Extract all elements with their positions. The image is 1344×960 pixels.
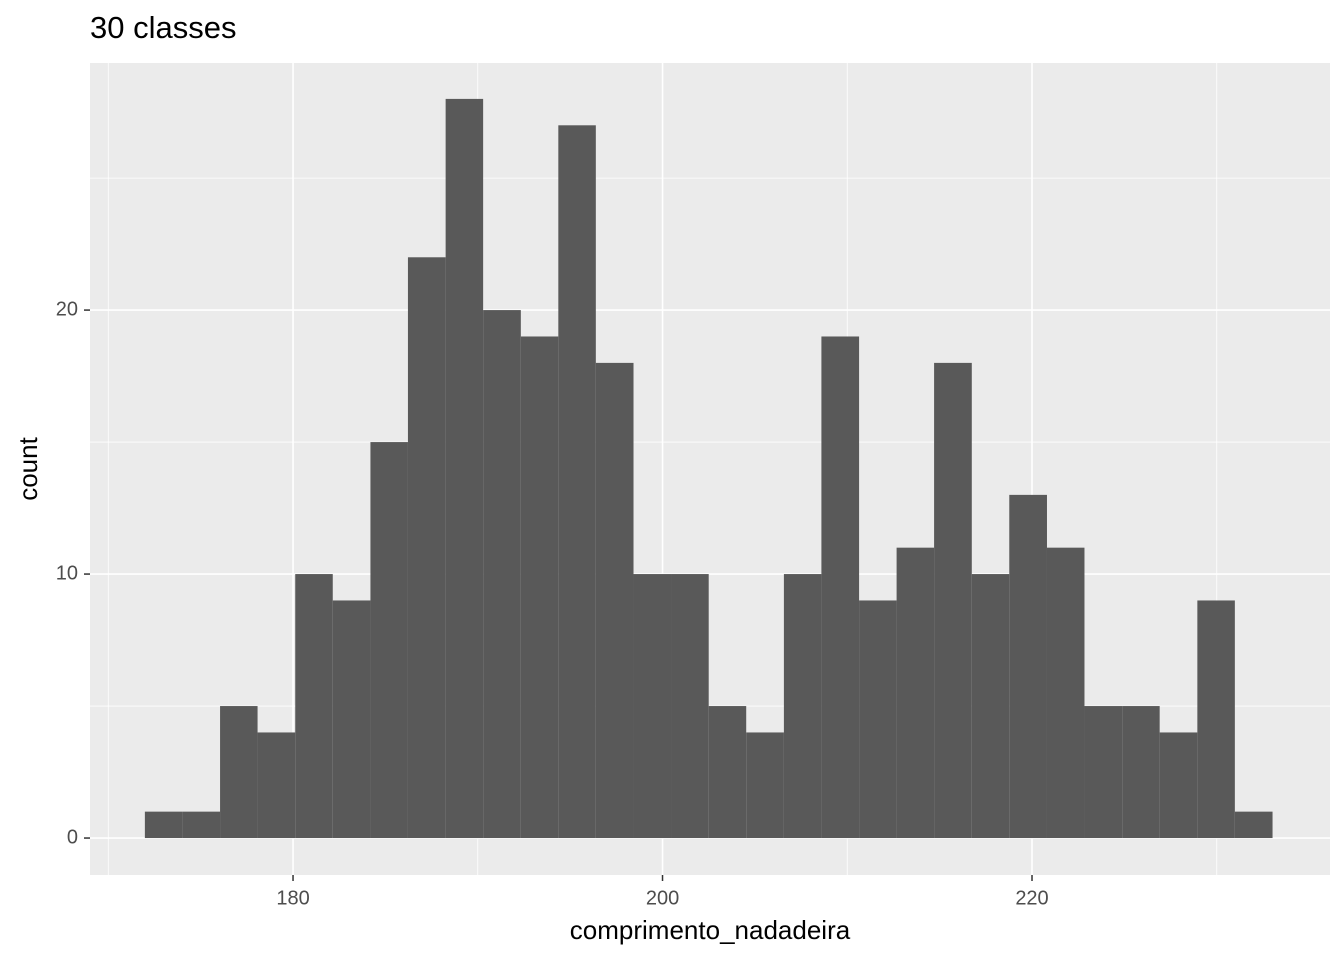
bar bbox=[483, 310, 521, 839]
bar bbox=[182, 811, 221, 839]
bar bbox=[1122, 706, 1160, 839]
bar bbox=[934, 362, 972, 839]
bar bbox=[220, 706, 258, 839]
bar bbox=[821, 336, 860, 839]
bar bbox=[1009, 494, 1047, 839]
bar bbox=[558, 125, 596, 839]
x-axis-title: comprimento_nadadeira bbox=[570, 915, 851, 945]
bar bbox=[896, 547, 935, 839]
bar bbox=[633, 574, 672, 839]
bar bbox=[445, 98, 484, 839]
bar bbox=[295, 574, 333, 839]
x-tick-label: 220 bbox=[1015, 887, 1048, 909]
bar bbox=[859, 600, 897, 839]
bar bbox=[746, 732, 784, 839]
bar bbox=[144, 811, 183, 839]
bar bbox=[783, 574, 822, 839]
bar bbox=[708, 706, 747, 839]
x-tick-label: 180 bbox=[276, 887, 309, 909]
bar bbox=[1159, 732, 1198, 839]
bar bbox=[520, 336, 559, 839]
y-axis-title: count bbox=[13, 436, 43, 500]
bar bbox=[1234, 811, 1273, 839]
y-tick-label: 20 bbox=[56, 298, 78, 320]
y-tick-label: 10 bbox=[56, 562, 78, 584]
bar bbox=[1197, 600, 1235, 839]
bar bbox=[1084, 706, 1123, 839]
bar bbox=[1046, 547, 1085, 839]
y-tick-label: 0 bbox=[67, 826, 78, 848]
bar bbox=[671, 574, 709, 839]
bar bbox=[407, 257, 446, 839]
chart-title: 30 classes bbox=[90, 10, 236, 45]
x-tick-label: 200 bbox=[646, 887, 679, 909]
bar bbox=[257, 732, 296, 839]
bar bbox=[370, 442, 408, 839]
bar bbox=[595, 362, 634, 839]
bar bbox=[332, 600, 371, 839]
bar bbox=[971, 574, 1010, 839]
